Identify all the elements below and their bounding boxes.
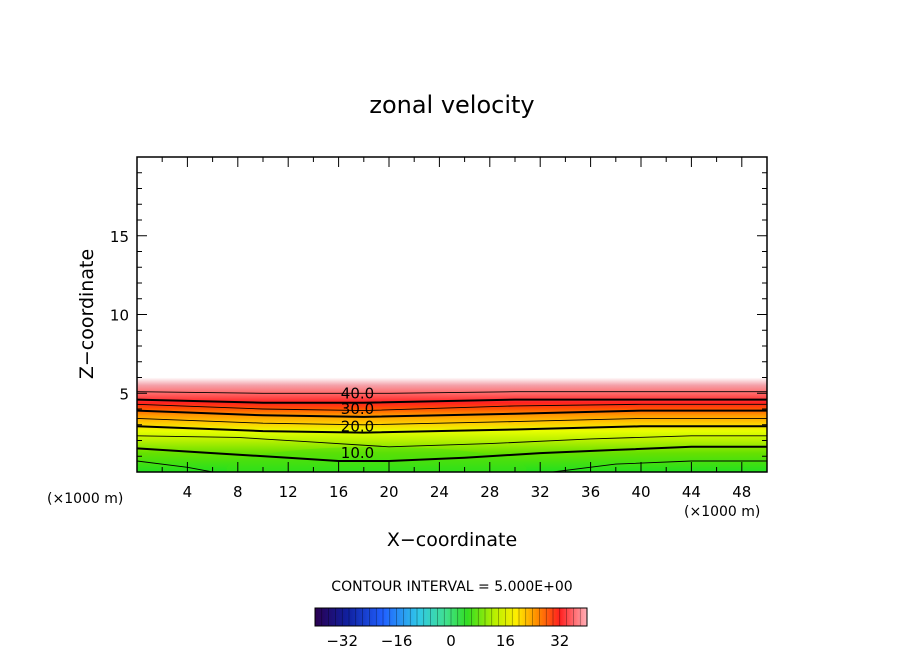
x-tick-label: 24 [430,483,449,501]
y-tick-label: 15 [110,228,129,246]
colorbar-tick-label: −32 [326,632,358,650]
x-tick-label: 16 [329,483,348,501]
x-unit-note: (×1000 m) [684,504,760,520]
contour-45 [137,391,767,394]
colorbar-tick-label: 32 [550,632,569,650]
y-tick-label: 10 [110,307,129,325]
contour-interval-text: CONTOUR INTERVAL = 5.000E+00 [331,579,572,595]
colorbar-segments [321,608,581,626]
x-tick-label: 32 [531,483,550,501]
contour-labels: 40.030.020.0 10.0 [341,384,374,462]
x-tick-label: 44 [682,483,701,501]
center-low-region [226,446,527,472]
contour-40 [137,398,767,404]
x-tick-label: 12 [279,483,298,501]
x-tick-label: 36 [581,483,600,501]
contour-25 [137,417,767,426]
colorbar-tick-label: 16 [496,632,515,650]
contour-label: 10.0 [341,444,374,462]
contour-30 [137,409,767,418]
x-axis-label: X−coordinate [387,529,517,551]
x-tick-label: 48 [732,483,751,501]
colorbar-tick-label: −16 [381,632,413,650]
contour-35 [137,403,767,412]
contour-lines [137,391,767,472]
contour-20 [137,425,767,434]
contour-label: 40.0 [341,384,374,402]
contour-label: 20.0 [341,417,374,435]
z-unit-note: (×1000 m) [47,491,123,507]
x-tick-label: 28 [480,483,499,501]
x-tick-label: 4 [183,483,193,501]
y-tick-label: 5 [119,385,129,403]
x-tick-label: 8 [233,483,243,501]
colorbar-tick-label: 0 [446,632,456,650]
contour-5 [552,460,767,472]
colorbar-ticks: −32 −16 0 16 32 [326,632,569,650]
contour-label: 30.0 [341,400,374,418]
field-gradient [137,157,767,472]
x-tick-label: 20 [379,483,398,501]
axis-ticks [137,157,767,472]
velocity-fill [137,157,767,472]
contour-15 [137,435,767,448]
y-axis-label: Z−coordinate [76,249,98,379]
chart-title: zonal velocity [369,91,534,119]
contour-10 [137,445,767,462]
x-tick-label: 40 [631,483,650,501]
